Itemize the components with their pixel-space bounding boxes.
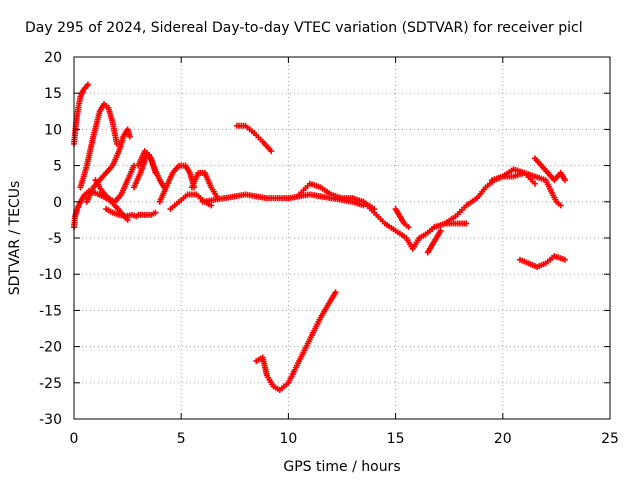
series-arc-6: [103, 206, 140, 220]
data-point: [152, 209, 159, 216]
series-arc-23: [516, 253, 568, 270]
data-point: [332, 289, 339, 296]
y-tick-label: 15: [44, 86, 62, 102]
x-tick-label: 20: [494, 431, 512, 447]
series-arc-12: [188, 169, 221, 202]
y-tick-label: -15: [39, 303, 62, 319]
data-point: [405, 224, 412, 231]
y-tick-label: -5: [48, 231, 62, 247]
series-arc-15: [253, 289, 339, 394]
data-point: [557, 202, 564, 209]
data-point: [208, 202, 215, 209]
y-tick-label: 20: [44, 50, 62, 66]
chart-title: Day 295 of 2024, Sidereal Day-to-day VTE…: [25, 20, 583, 36]
data-point: [126, 133, 133, 140]
series-arc-19: [424, 227, 444, 256]
data-point: [268, 148, 275, 155]
data-point: [463, 220, 470, 227]
series-arc-4: [83, 126, 133, 205]
series-arc-17: [360, 198, 470, 252]
series-arc-10: [156, 162, 198, 205]
x-tick-label: 25: [601, 431, 619, 447]
grid: [74, 57, 610, 419]
series-arc-22: [531, 155, 568, 184]
series-arc-18: [392, 206, 412, 231]
x-tick-label: 15: [387, 431, 405, 447]
y-tick-label: -25: [39, 376, 62, 392]
data-point: [437, 227, 444, 234]
data-point: [113, 140, 120, 147]
data-point: [561, 177, 568, 184]
y-tick-label: 5: [53, 159, 62, 175]
y-tick-label: -30: [39, 412, 62, 428]
y-tick-label: 0: [53, 195, 62, 211]
y-tick-label: -10: [39, 267, 62, 283]
series-arc-5: [92, 162, 138, 205]
data-point: [531, 180, 538, 187]
data-point: [84, 81, 91, 88]
x-tick-label: 10: [279, 431, 297, 447]
series-arc-21: [489, 166, 538, 187]
series-arc-3: [77, 101, 120, 191]
y-tick-label: 10: [44, 122, 62, 138]
series-arc-9: [135, 148, 168, 191]
y-tick-label: -20: [39, 340, 62, 356]
axis-ticks: 0 5 10 15 20 25 -30 -25 -20 -15 -10 -5 0 5 10 15 20: [39, 50, 619, 447]
y-axis-label: SDTVAR / TECUs: [7, 181, 23, 296]
x-tick-label: 5: [177, 431, 186, 447]
series-arc-7: [135, 209, 159, 218]
data-point: [561, 256, 568, 263]
x-tick-label: 0: [70, 431, 79, 447]
x-axis-label: GPS time / hours: [283, 459, 400, 475]
series-arc-14: [233, 122, 275, 155]
plot-marks: [71, 81, 568, 394]
